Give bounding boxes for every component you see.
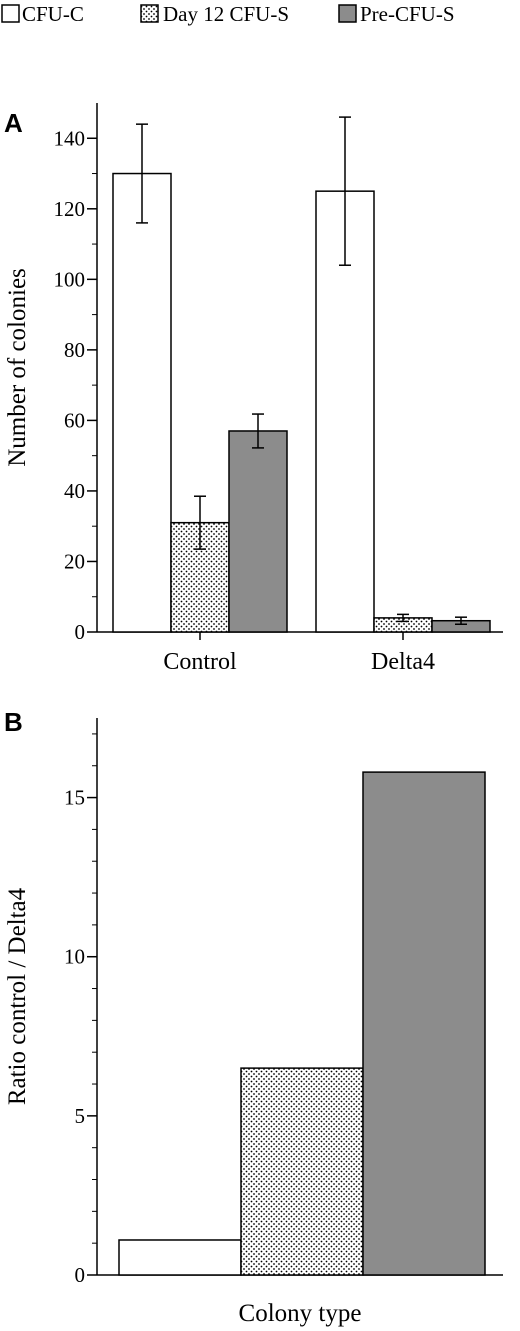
panel-a-y-tick-label: 60	[64, 408, 85, 432]
panel-a-chart: 0 20 40 60 80 100 120 140 Control Delta4 Number of…	[4, 103, 503, 675]
panel-a-y-tick-label: 120	[54, 197, 86, 221]
legend-item-day12-cfu-s: Day 12 CFU-S	[140, 2, 289, 26]
panel-b-y-tick-label: 15	[64, 786, 85, 810]
panel-b-y-tick-label: 0	[75, 1263, 86, 1287]
legend: CFU-C Day 12 CFU-S Pre-CFU-S	[1, 2, 455, 26]
panel-b-bar-pre-cfu-s	[362, 771, 486, 1276]
panel-a-y-tick-label: 140	[54, 126, 86, 150]
legend-item-pre-cfu-s: Pre-CFU-S	[338, 2, 455, 26]
panel-b-bar-day-12-cfu-s	[240, 1067, 364, 1276]
panel-a-y-axis-label: Number of colonies	[4, 268, 31, 467]
panel-a-y-tick-label: 80	[64, 338, 85, 362]
panel-a-y-tick-label: 100	[54, 267, 86, 291]
panel-a-y-tick-label: 20	[64, 549, 85, 573]
legend-label-day12-cfu-s: Day 12 CFU-S	[163, 2, 289, 26]
panel-a-bar-control-cfu-c	[112, 172, 172, 633]
panel-a-y-tick-label: 0	[75, 620, 86, 644]
panel-a-y-tick-label: 40	[64, 479, 85, 503]
panel-b-bar-cfu-c	[118, 1239, 242, 1276]
legend-label-cfu-c: CFU-C	[22, 2, 84, 26]
panel-b-y-axis-label: Ratio control / Delta4	[4, 887, 31, 1105]
panel-a-x-tick-label-delta4: Delta4	[371, 649, 435, 675]
panel-b-y-tick-label: 10	[64, 945, 85, 969]
panel-b-letter: B	[4, 707, 23, 737]
legend-label-pre-cfu-s: Pre-CFU-S	[360, 2, 455, 26]
legend-swatch-pre-cfu-s	[338, 4, 357, 23]
panel-a-bar-control-pre-cfu-s	[228, 430, 288, 633]
panel-a-letter: A	[4, 108, 23, 138]
panel-b-chart: 0 5 10 15 Ratio control / Delta4 Colony type	[4, 718, 503, 1327]
legend-swatch-day12-cfu-s	[140, 4, 159, 23]
legend-item-cfu-c: CFU-C	[1, 2, 84, 26]
panel-b-x-axis-label: Colony type	[239, 1300, 362, 1327]
panel-a-x-tick-label-control: Control	[163, 649, 237, 675]
panel-b-y-tick-label: 5	[75, 1104, 86, 1128]
legend-swatch-cfu-c	[1, 4, 20, 23]
